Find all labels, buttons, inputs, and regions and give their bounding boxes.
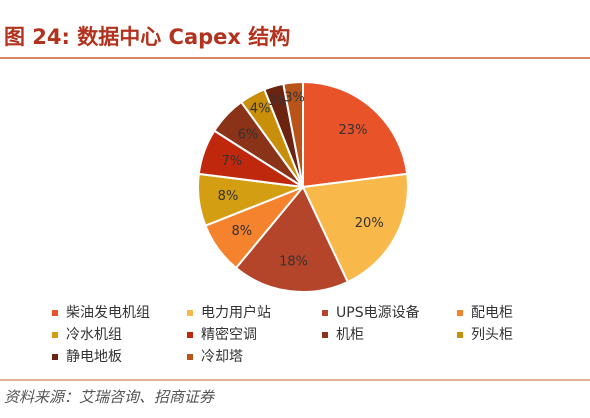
legend-label: 柴油发电机组: [66, 305, 150, 321]
pie-slice: [282, 80, 304, 188]
data-label: 3%: [268, 94, 289, 109]
legend-label: 列头柜: [471, 327, 513, 343]
pie-slice: [234, 185, 350, 293]
data-label: 23%: [339, 123, 368, 138]
legend-label: 静电地板: [66, 349, 122, 365]
pie-slice: [301, 172, 409, 284]
data-label: 18%: [279, 255, 308, 270]
legend-label: 配电柜: [471, 305, 513, 321]
legend-swatch: [457, 332, 463, 338]
data-label: 20%: [355, 216, 384, 231]
data-label: 8%: [218, 189, 239, 204]
data-label: 7%: [222, 154, 243, 169]
data-label: 6%: [238, 128, 259, 143]
legend-swatch: [457, 310, 463, 316]
data-label: 4%: [250, 101, 271, 116]
legend-swatch: [52, 354, 58, 360]
source-note: 资料来源：艾瑞咨询、招商证券: [4, 388, 215, 406]
legend-swatch: [187, 354, 193, 360]
legend-swatch: [322, 332, 328, 338]
data-label: 8%: [232, 224, 253, 239]
legend-label: 机柜: [336, 327, 364, 343]
legend-swatch: [52, 332, 58, 338]
chart-title: 图 24: 数据中心 Capex 结构: [4, 25, 290, 49]
legend-label: 冷却塔: [201, 349, 243, 365]
legend-swatch: [187, 332, 193, 338]
legend-label: UPS电源设备: [336, 304, 420, 321]
legend-swatch: [322, 310, 328, 316]
legend-swatch: [52, 310, 58, 316]
legend-label: 电力用户站: [201, 304, 271, 321]
data-label: 3%: [284, 91, 305, 106]
legend-swatch: [187, 310, 193, 316]
legend-label: 冷水机组: [66, 327, 122, 343]
pie-slice: [302, 80, 409, 189]
legend-label: 精密空调: [201, 326, 257, 343]
